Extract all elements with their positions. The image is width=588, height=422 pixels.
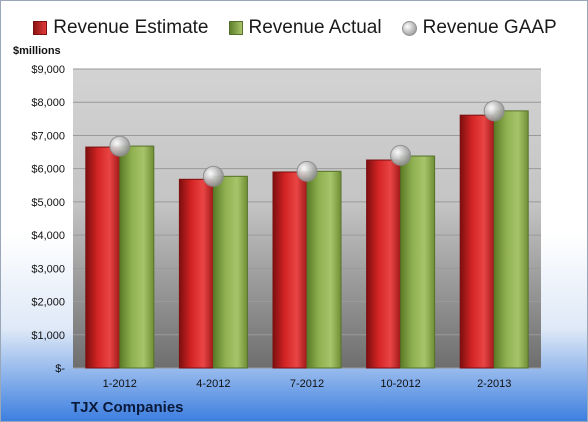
y-axis-unit-label: $millions (13, 45, 61, 57)
legend-item-revenue-estimate: Revenue Estimate (33, 17, 209, 39)
bar-revenue-actual (400, 155, 436, 369)
marker-revenue-gaap (296, 160, 318, 182)
marker-revenue-gaap (390, 144, 412, 166)
bar-revenue-estimate (178, 178, 214, 369)
marker-revenue-gaap (483, 100, 505, 122)
bar-revenue-actual (212, 175, 248, 369)
legend-swatch-revenue-estimate (33, 21, 48, 35)
marker-revenue-gaap (109, 135, 131, 157)
company-name: TJX Companies (71, 399, 184, 416)
y-tick-label: $3,000 (31, 263, 65, 275)
marker-revenue-gaap (202, 165, 224, 187)
bar-revenue-actual (119, 145, 155, 369)
legend-label-revenue-actual: Revenue Actual (248, 17, 382, 38)
legend-label-revenue-gaap: Revenue GAAP (422, 17, 557, 38)
legend-item-revenue-gaap: Revenue GAAP (401, 17, 557, 39)
legend-item-revenue-actual: Revenue Actual (228, 17, 382, 39)
y-tick-label: $5,000 (31, 197, 65, 209)
y-tick-label: $2,000 (31, 297, 65, 309)
y-tick-label: $4,000 (31, 230, 65, 242)
y-tick-label: $9,000 (31, 64, 65, 76)
bar-revenue-estimate (366, 159, 402, 369)
bar-revenue-estimate (272, 171, 308, 369)
y-tick-label: $- (55, 363, 65, 375)
x-tick-label: 4-2012 (196, 378, 230, 390)
legend: Revenue Estimate Revenue Actual Revenue … (1, 17, 587, 39)
x-tick-label: 7-2012 (290, 378, 324, 390)
y-tick-label: $1,000 (31, 330, 65, 342)
x-tick-label: 2-2013 (477, 378, 511, 390)
bar-revenue-estimate (85, 146, 121, 369)
x-tick-label: 1-2012 (103, 378, 137, 390)
y-tick-label: $7,000 (31, 130, 65, 142)
bar-revenue-estimate (459, 114, 495, 369)
legend-swatch-revenue-gaap (401, 20, 417, 36)
bar-revenue-actual (493, 110, 529, 369)
y-tick-label: $6,000 (31, 164, 65, 176)
legend-swatch-revenue-actual (228, 21, 243, 35)
x-tick-label: 10-2012 (380, 378, 420, 390)
y-tick-label: $8,000 (31, 97, 65, 109)
bar-revenue-actual (306, 170, 342, 369)
legend-label-revenue-estimate: Revenue Estimate (53, 17, 209, 38)
